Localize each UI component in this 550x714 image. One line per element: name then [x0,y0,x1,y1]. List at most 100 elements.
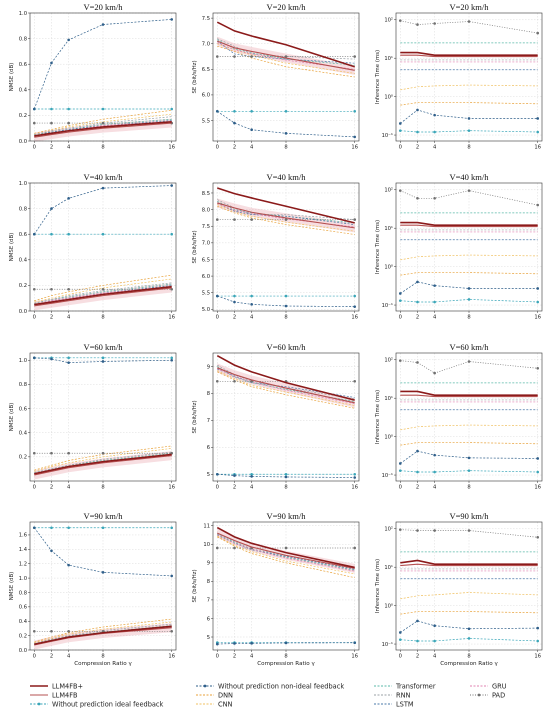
y-tick-label: 10 [203,542,210,548]
y-tick-label: 1.4 [19,547,28,553]
series-point-pad [353,55,357,58]
series-line-transformer [217,39,355,66]
series-point-pad [50,630,53,633]
series-point-without-prediction-ideal-feedback [50,107,53,111]
series-point-without-prediction-non-ideal-feedback [215,472,219,476]
series-line-gru [34,286,172,305]
y-tick-label: 0.6 [19,406,27,412]
y-tick-label: 0.0 [19,648,27,654]
series-point-without-prediction-non-ideal-feedback [233,121,236,125]
series-point-pad [32,630,36,633]
series-point-without-prediction-non-ideal-feedback [398,292,402,295]
x-tick-label: 8 [467,315,470,321]
x-tick-label: 16 [534,485,541,491]
series-point-pad [67,287,70,291]
series-point-pad [398,189,402,192]
series-point-without-prediction-non-ideal-feedback [170,184,174,187]
plot-frame [395,12,543,142]
chart-panel-4: V=40 km/h 0.0 0.2 0.4 0.6 0.8 1.0 0 2 4 8 16 NMSE (d… [9,172,177,321]
x-tick-label: 2 [233,145,236,151]
legend-item-transformer: Transformer [374,682,436,690]
y-tick-label: 0.2 [19,113,27,119]
y-tick-label: 1.0 [19,11,27,17]
y-axis-label: NMSE (dB) [9,63,15,92]
series-line-llm4fb [400,51,538,56]
series-point-pad [101,451,105,455]
series-line-rnn [34,623,172,644]
plot-frame [395,521,543,651]
y-tick-label: 0.2 [19,283,27,289]
legend-item-dnn: DNN [196,691,233,699]
series-point-without-prediction-ideal-feedback [67,107,70,111]
series-point-without-prediction-non-ideal-feedback [32,526,36,530]
y-tick-label: 10⁻¹ [382,303,393,309]
legend-label: Without prediction ideal feedback [52,700,164,708]
series-point-without-prediction-non-ideal-feedback [101,571,105,574]
series-point-without-prediction-non-ideal-feedback [398,122,402,125]
series-point-pad [250,55,253,58]
series-line-without-prediction-ideal-feedback [400,638,538,642]
y-tick-label: 10² [384,527,393,533]
y-tick-label: 5.5 [202,118,210,124]
series-point-without-prediction-ideal-feedback [67,526,70,530]
series-point-pad [233,55,236,58]
y-tick-label: 0.2 [19,633,27,639]
series-point-without-prediction-non-ideal-feedback [215,110,219,113]
series-point-without-prediction-ideal-feedback [467,469,471,472]
y-tick-label: 9 [207,364,210,370]
series-line-dnn [400,272,538,276]
y-tick-label: 10¹ [384,56,393,62]
series-point-pad [433,529,436,532]
x-tick-label: 4 [433,145,437,151]
series-point-pad [433,196,436,200]
y-tick-label: 6.5 [202,67,210,73]
series-point-without-prediction-non-ideal-feedback [50,61,53,65]
series-point-pad [536,366,540,370]
y-tick-label: 10² [384,358,393,364]
series-point-without-prediction-non-ideal-feedback [101,23,105,26]
series-line-llm4fb [216,354,355,401]
legend-label: Transformer [395,682,436,690]
x-tick-label: 8 [467,145,470,151]
legend-marker [477,693,481,697]
x-tick-label: 8 [284,145,287,151]
series-line-llm4fb [400,390,538,396]
series-point-without-prediction-non-ideal-feedback [170,358,174,362]
series-point-without-prediction-non-ideal-feedback [353,476,357,479]
series-point-pad [215,218,219,221]
series-point-without-prediction-non-ideal-feedback [536,287,540,290]
series-point-pad [233,546,236,550]
series-point-without-prediction-non-ideal-feedback [67,563,70,567]
series-point-pad [398,528,402,531]
legend-label: LLM4FB [52,691,78,699]
y-tick-label: 0.8 [19,382,27,388]
y-tick-label: 1.6 [19,533,27,539]
x-axis-label: Compression Ratio γ [440,661,498,667]
x-tick-label: 16 [351,315,358,321]
series-line-llm4fb [217,202,355,229]
x-tick-label: 0 [399,315,402,321]
x-tick-label: 8 [284,485,287,491]
y-tick-label: 10² [384,188,393,194]
series-point-without-prediction-non-ideal-feedback [32,356,36,360]
legend-marker [203,684,207,688]
y-tick-label: 7 [207,418,210,424]
series-point-pad [215,379,219,383]
y-tick-label: 0.0 [19,309,27,315]
series-point-pad [50,451,53,455]
legend-marker [37,702,41,706]
legend-label: LLM4FB+ [52,682,83,690]
y-tick-label: 6.5 [202,257,210,263]
series-line-llm4fb [34,455,172,476]
series-point-without-prediction-ideal-feedback [536,639,540,643]
series-line-dnn [400,611,538,615]
x-tick-label: 4 [433,315,437,321]
y-axis-label: NMSE (dB) [9,233,15,262]
x-tick-label: 0 [399,654,402,660]
series-point-pad [67,630,70,633]
legend-label: Without prediction non-ideal feedback [218,682,344,690]
plot-frame [212,12,360,142]
series-point-without-prediction-ideal-feedback [416,130,419,134]
series-point-pad [416,361,419,364]
